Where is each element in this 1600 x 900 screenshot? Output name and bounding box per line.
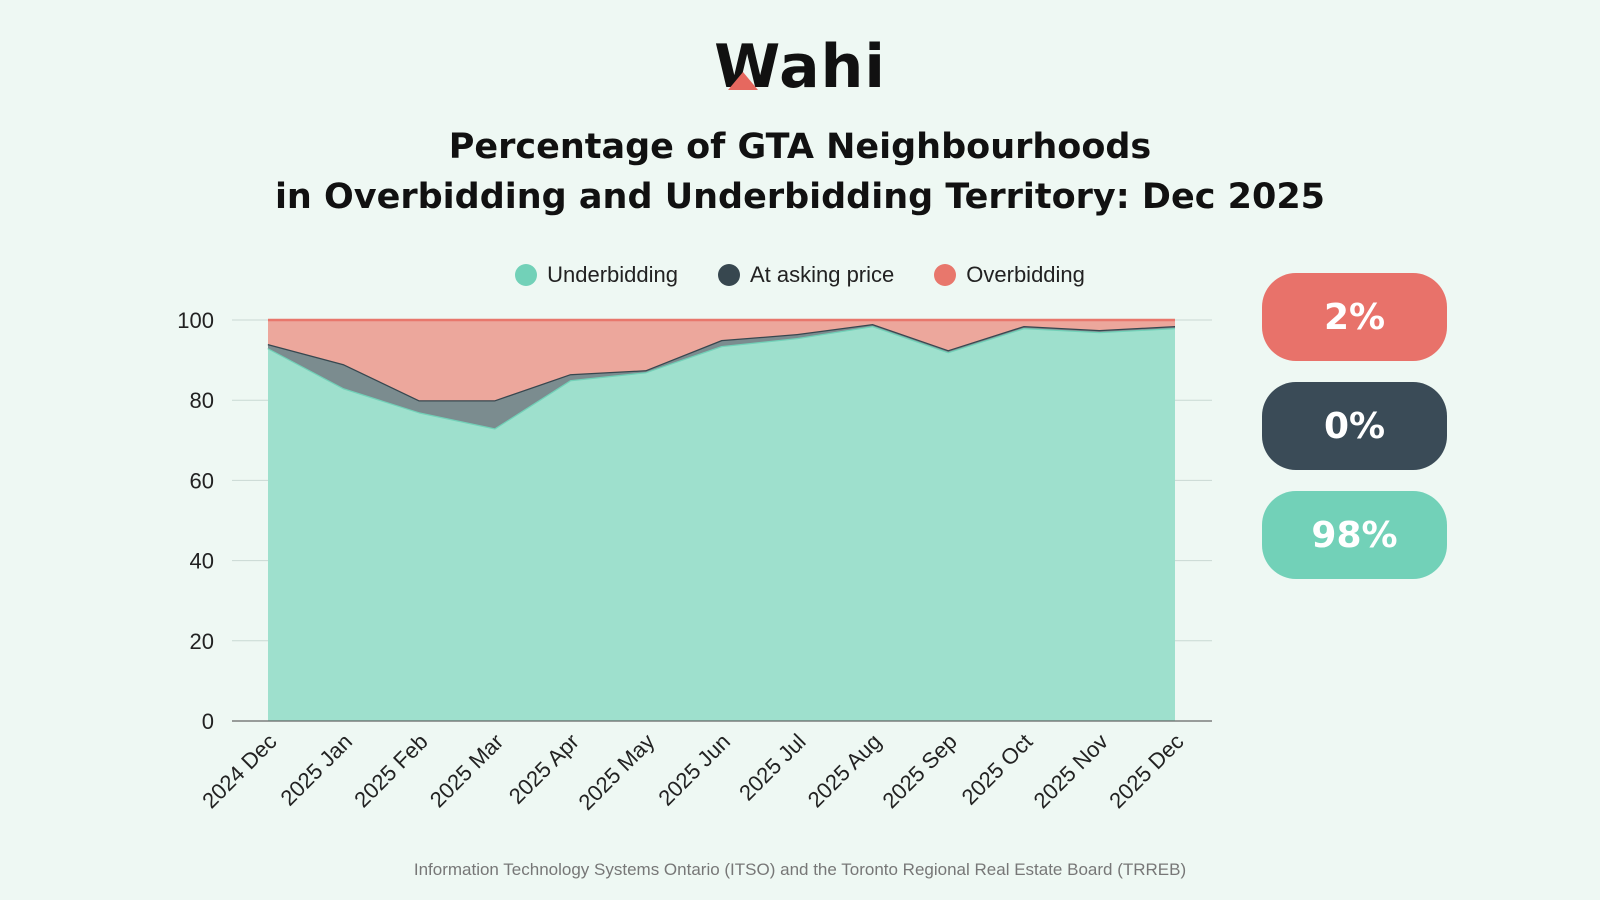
x-tick-label: 2025 Apr [504,729,584,809]
legend-item-underbidding: Underbidding [515,262,678,288]
x-tick-label: 2025 Oct [957,729,1038,810]
brand-name: Wahi [714,32,886,102]
legend-label-at-asking: At asking price [749,262,895,287]
x-tick-label: 2025 Feb [349,729,432,812]
x-tick-label: 2025 Nov [1029,729,1113,813]
overbidding-summary-badge: 2% [1262,273,1447,361]
area-overbidding [268,320,1175,401]
house-roof-icon [728,72,759,90]
legend-label-underbidding: Underbidding [547,262,678,287]
chart-title: Percentage of GTA Neighbourhoods in Over… [0,122,1600,222]
legend-dot-underbidding [515,264,538,286]
data-source-note: Information Technology Systems Ontario (… [413,860,1187,879]
overbidding-summary-value: 2% [1323,296,1386,338]
chart-title-line-1: Percentage of GTA Neighbourhoods [448,127,1152,167]
legend-item-at-asking: At asking price [717,262,895,288]
chart-title-line-2: in Overbidding and Underbidding Territor… [274,177,1326,217]
underbidding-summary-value: 98% [1311,514,1398,556]
x-tick-label: 2025 Dec [1104,729,1188,813]
legend-label-overbidding: Overbidding [966,262,1085,287]
area-underbidding [268,326,1175,721]
y-tick-label: 0 [202,709,214,734]
at-asking-summary-badge: 0% [1262,382,1447,470]
legend-dot-overbidding [934,264,957,286]
x-tick-label: 2025 Jan [275,729,357,811]
legend-item-overbidding: Overbidding [934,262,1085,288]
y-tick-label: 40 [190,549,214,574]
chart-legend: Underbidding At asking price Overbidding [0,262,1600,288]
legend-dot-at-asking [717,264,740,286]
x-tick-label: 2025 Mar [425,729,508,812]
at-asking-summary-value: 0% [1323,405,1386,447]
y-tick-label: 20 [190,629,214,654]
x-tick-label: 2025 Jun [653,729,735,811]
x-tick-label: 2025 Sep [877,729,961,813]
y-tick-label: 100 [177,308,214,333]
y-tick-label: 80 [190,388,214,413]
x-tick-label: 2025 May [573,729,659,815]
underbidding-summary-badge: 98% [1262,491,1447,579]
x-tick-label: 2025 Aug [803,729,886,812]
y-tick-label: 60 [190,468,214,493]
x-tick-label: 2025 Jul [734,729,811,806]
brand-logo: Wahi [0,32,1600,102]
x-tick-label: 2024 Dec [197,729,281,813]
